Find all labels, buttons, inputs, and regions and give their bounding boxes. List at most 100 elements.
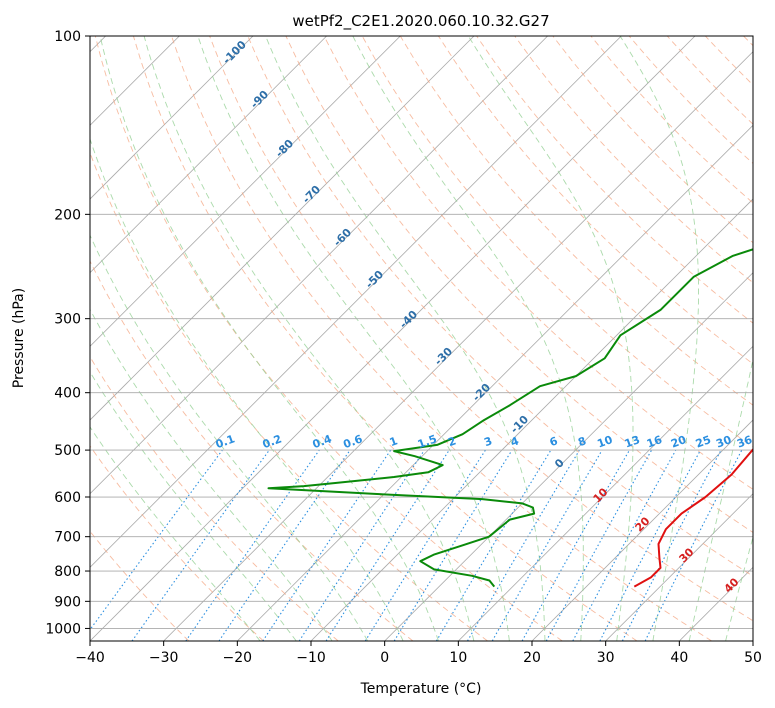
- y-axis: 100 200 300 400 500 600 700 800 900 1000: [45, 29, 90, 637]
- isotherm-line: [90, 36, 622, 568]
- x-tick-label: 30: [597, 650, 615, 666]
- x-tick-label: 20: [523, 650, 541, 666]
- mixing-ratio-label: 2: [446, 434, 458, 449]
- mixing-ratio-line: [572, 449, 677, 641]
- y-tick-label: 400: [54, 386, 81, 402]
- isotherm-line: [163, 51, 753, 641]
- mixing-ratio-line: [298, 449, 425, 641]
- moist-adiabat-line: [90, 371, 297, 641]
- mixing-ratio-line: [393, 449, 513, 641]
- profile-series: [267, 248, 753, 588]
- moist-adiabat-line: [90, 308, 333, 641]
- mixing-ratio-label: 1: [388, 434, 400, 449]
- mixing-ratio-label: 1.5: [416, 432, 439, 451]
- mixing-ratio-line: [545, 449, 653, 641]
- y-tick-label: 300: [54, 312, 81, 328]
- dry-adiabat-line: [90, 445, 264, 641]
- mixing-ratio-line: [131, 449, 270, 641]
- x-tick-label: −40: [75, 650, 105, 666]
- moist-adiabat-line: [619, 36, 699, 641]
- moist-adiabat-line: [725, 535, 753, 641]
- dry-adiabat-line: [90, 355, 339, 641]
- x-tick-label: −10: [296, 650, 326, 666]
- isotherm-line: [237, 124, 753, 641]
- background-lines: [90, 36, 775, 641]
- y-tick-label: 900: [54, 594, 81, 610]
- dry-adiabat-line: [247, 36, 753, 577]
- mixing-ratio-line: [644, 449, 743, 641]
- isotherm-line: [384, 272, 753, 641]
- isotherm-line: [605, 493, 753, 641]
- chart-title: wetPf2_C2E1.2020.060.10.32.G27: [292, 12, 549, 31]
- mixing-ratio-line: [90, 449, 223, 631]
- dry-adiabat-line: [209, 36, 753, 622]
- mixing-ratio-label: 36: [735, 433, 754, 451]
- mixing-ratio-label: 25: [694, 433, 713, 450]
- mixing-ratio-label: 20: [669, 433, 688, 451]
- mixing-ratio-label: 4: [509, 434, 521, 449]
- mixing-ratio-label: 6: [548, 434, 560, 449]
- temperature-profile-line: [633, 448, 753, 588]
- y-tick-label: 700: [54, 530, 81, 546]
- dry-adiabat-line: [323, 36, 753, 490]
- x-tick-label: −20: [223, 650, 253, 666]
- dry-adiabat-line: [476, 36, 753, 324]
- plot-frame: [89, 35, 754, 642]
- x-axis: −40 −30 −20 −10 0 10 20 30 40 50: [75, 641, 762, 666]
- isotherm-line: [752, 640, 753, 641]
- isotherm-line: [90, 36, 254, 200]
- mixing-ratio-label: 30: [714, 433, 733, 451]
- isotherm-line: [90, 36, 327, 274]
- moist-adiabat-line: [762, 36, 775, 641]
- plot-background: [90, 36, 753, 641]
- dry-adiabat-line: [171, 36, 712, 641]
- dry-adiabat-line: [132, 36, 638, 641]
- isotherm-line: [90, 36, 475, 421]
- y-tick-label: 600: [54, 490, 81, 506]
- x-axis-label: Temperature (°C): [360, 681, 482, 697]
- isotherm-line: [90, 36, 548, 495]
- moist-adiabat-line: [265, 36, 546, 641]
- moist-adiabat-line: [352, 36, 584, 641]
- x-tick-label: 40: [670, 650, 688, 666]
- dry-adiabat-line: [90, 260, 414, 641]
- y-tick-label: 200: [54, 207, 81, 223]
- y-tick-label: 800: [54, 564, 81, 580]
- mixing-ratio-label: 0.6: [342, 432, 365, 451]
- mixing-ratio-label: 0.4: [311, 432, 334, 451]
- x-tick-label: 0: [380, 650, 389, 666]
- mixing-ratio-label: 3: [482, 434, 494, 449]
- moist-adiabat-line: [99, 36, 439, 641]
- moist-adiabat-line: [90, 426, 261, 641]
- x-tick-label: 10: [449, 650, 467, 666]
- mixing-ratio-label: 0.2: [261, 432, 284, 451]
- isotherm-line: [90, 36, 696, 641]
- y-tick-label: 1000: [45, 621, 81, 637]
- mixing-ratio-line: [218, 449, 351, 641]
- y-tick-label: 100: [54, 29, 81, 45]
- mixing-ratio-label: 13: [623, 433, 642, 450]
- mixing-ratio-line: [185, 449, 320, 641]
- mixing-ratio-label: 8: [576, 434, 588, 449]
- x-tick-label: 50: [744, 650, 762, 666]
- mixing-ratio-line: [325, 449, 450, 641]
- y-tick-label: 500: [54, 443, 81, 459]
- dewpoint-profile-line: [267, 248, 753, 588]
- moist-adiabat-line: [688, 357, 753, 641]
- pressure-gridlines: [90, 36, 753, 629]
- mixing-ratio-label: 0.1: [214, 432, 237, 451]
- mixing-ratio-line: [521, 449, 630, 641]
- dry-adiabat-line: [285, 36, 753, 534]
- isotherm-line: [531, 419, 753, 641]
- isotherm-line: [458, 345, 753, 641]
- moist-adiabat-line: [143, 36, 475, 641]
- mixing-ratio-label: 10: [595, 433, 614, 451]
- moist-adiabat-line: [90, 234, 369, 641]
- dry-adiabat-line: [94, 36, 563, 641]
- dry-adiabat-line: [514, 36, 753, 284]
- y-axis-label: Pressure (hPa): [11, 288, 27, 388]
- mixing-ratio-label: 16: [645, 433, 664, 451]
- moist-adiabat-line: [197, 36, 510, 641]
- x-tick-label: −30: [149, 650, 179, 666]
